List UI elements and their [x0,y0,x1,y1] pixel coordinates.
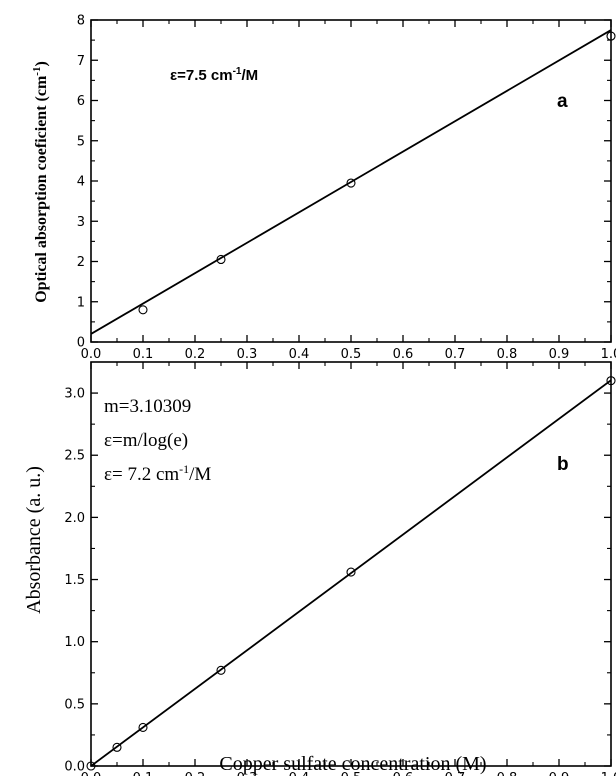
panel-b-points [86,376,616,771]
fit-line [90,379,612,767]
y-tick-label: 2 [77,255,85,270]
y-tick-label: 1.0 [64,635,85,650]
y-tick-label: 1.5 [64,573,85,588]
data-point [138,722,148,733]
x-tick-label: 0.8 [497,771,518,776]
panel-a-fit [90,29,612,335]
x-tick-label: 1.0 [601,771,616,776]
panel-b-fit [90,379,612,767]
panel-a-y-axis: 0 1 2 3 4 5 6 7 8 [77,14,611,351]
panel-b-letter: b [557,454,569,475]
x-tick-label: 0.5 [341,347,362,362]
x-tick-label: 0.2 [185,347,206,362]
y-tick-label: 2.5 [64,449,85,464]
y-tick-label: 1 [77,295,85,310]
data-point [346,567,356,577]
x-tick-label: 0.8 [497,347,518,362]
x-tick-label: 0.1 [133,347,154,362]
fit-line [90,29,612,335]
x-tick-label: 0.5 [341,771,362,776]
x-tick-label: 0.9 [549,771,570,776]
x-tick-label: 0.7 [445,347,466,362]
y-tick-label: 0.0 [64,760,85,775]
x-tick-label: 0.4 [289,771,310,776]
panel-b-frame [90,361,612,767]
x-tick-label: 0.6 [393,347,414,362]
panel-b-epsilon-value: ε= 7.2 cm-1/M [104,462,211,485]
panel-a: 0.0 0.1 0.2 0.3 0.4 0.5 0.6 0.7 0.8 0.9 1.0 0 1 2 3 4 5… [31,14,616,363]
data-point [216,254,226,265]
data-point [606,31,616,41]
y-tick-label: 7 [77,54,85,69]
panel-a-x-axis: 0.0 0.1 0.2 0.3 0.4 0.5 0.6 0.7 0.8 0.9 1.0 [81,20,616,362]
data-point [346,178,356,188]
y-tick-label: 0 [77,336,85,351]
panel-a-epsilon-annotation: ε=7.5 cm-1/M [170,66,258,84]
y-tick-label: 4 [77,175,85,190]
data-point [216,665,226,675]
x-tick-label: 0.6 [393,771,414,776]
y-tick-label: 3 [77,215,85,230]
y-tick-label: 6 [77,94,85,109]
data-point [138,305,148,315]
x-tick-label: 1.0 [601,347,616,362]
y-tick-label: 5 [77,134,85,149]
data-point [112,742,122,752]
panel-a-letter: a [557,91,568,112]
panel-a-y-axis-label: Optical absorption coeficient (cm-1) [31,61,50,303]
panel-b-y-axis-label: Absorbance (a. u.) [23,466,45,614]
panel-b-x-axis: 0.0 0.1 0.2 0.3 0.4 0.5 0.6 0.7 0.8 0.9 1.0 [81,362,616,776]
y-tick-label: 8 [77,14,85,29]
y-tick-label: 0.5 [64,697,85,712]
data-point [606,376,616,386]
data-point [86,761,96,771]
panel-a-points [138,31,616,315]
x-tick-label: 0.9 [549,347,570,362]
panel-b-epsilon-formula: ε=m/log(e) [104,430,188,451]
x-tick-label: 0.4 [289,347,310,362]
x-tick-label: 0.0 [81,771,102,776]
panel-b-slope-annotation: m=3.10309 [104,396,191,417]
y-tick-label: 2.0 [64,511,85,526]
x-tick-label: 0.7 [445,771,466,776]
x-tick-label: 0.3 [237,347,258,362]
panel-b-x-axis-label: Copper sulfate concentration (M) [219,753,486,775]
x-tick-label: 0.2 [185,771,206,776]
panel-b-y-axis: 0.0 0.5 1.0 1.5 2.0 2.5 3.0 [64,387,611,775]
x-tick-label: 0.3 [237,771,258,776]
panel-b: 0.0 0.1 0.2 0.3 0.4 0.5 0.6 0.7 0.8 0.9 1.0 0.0 0.5… [23,361,616,776]
x-tick-label: 0.1 [133,771,154,776]
y-tick-label: 3.0 [64,387,85,402]
x-tick-label: 0.0 [81,347,102,362]
